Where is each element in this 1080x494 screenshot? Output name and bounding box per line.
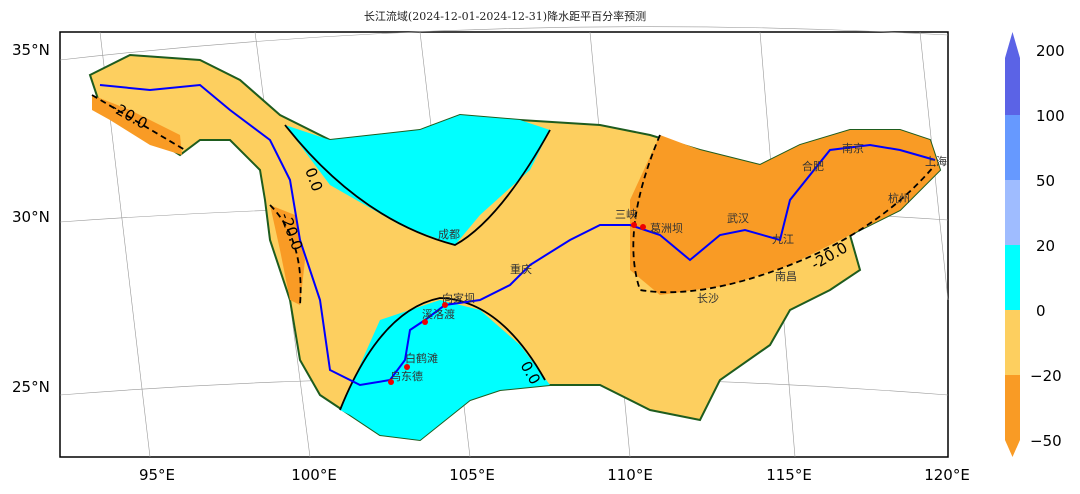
city-label: 南京 bbox=[842, 141, 864, 155]
colorbar: 200 100 50 20 0 −20 −50 bbox=[1005, 32, 1065, 457]
city-label: 白鹤滩 bbox=[405, 351, 438, 365]
lon-ticks: 95°E 100°E 105°E 110°E 115°E 120°E bbox=[139, 466, 970, 484]
lon-tick: 115°E bbox=[766, 466, 812, 484]
region-0-20-north bbox=[285, 115, 550, 245]
colorbar-tick: 0 bbox=[1036, 302, 1046, 320]
yangtze-river bbox=[99, 83, 936, 387]
region-0-20-south bbox=[340, 300, 550, 440]
colorbar-tick: 20 bbox=[1036, 237, 1055, 255]
lon-tick: 95°E bbox=[139, 466, 175, 484]
region-below-minus20-southwest bbox=[270, 205, 305, 305]
colorbar-segment bbox=[1005, 180, 1020, 245]
lat-tick: 35°N bbox=[12, 41, 50, 59]
city-label: 向家坝 bbox=[442, 291, 475, 305]
colorbar-tick: −20 bbox=[1030, 367, 1062, 385]
city-label: 乌东德 bbox=[390, 369, 423, 383]
city-label: 上海 bbox=[925, 154, 947, 168]
colorbar-tick: 50 bbox=[1036, 172, 1055, 190]
city-label: 三峡 bbox=[615, 207, 637, 221]
lon-tick: 110°E bbox=[607, 466, 653, 484]
region-below-minus20-west bbox=[92, 95, 182, 155]
colorbar-segment bbox=[1005, 375, 1020, 440]
dam-markers bbox=[388, 222, 646, 385]
lat-ticks: 35°N 30°N 25°N bbox=[12, 41, 50, 396]
city-label: 成都 bbox=[438, 228, 460, 241]
lat-tick: 30°N bbox=[12, 208, 50, 226]
lon-tick: 120°E bbox=[924, 466, 970, 484]
lon-tick: 105°E bbox=[449, 466, 495, 484]
city-label: 重庆 bbox=[510, 262, 532, 276]
city-label: 合肥 bbox=[802, 159, 824, 173]
region-below-minus20-east bbox=[630, 130, 940, 295]
colorbar-extend-top bbox=[1005, 32, 1020, 58]
colorbar-tick: −50 bbox=[1030, 432, 1062, 450]
city-label: 九江 bbox=[772, 233, 794, 246]
map-title: 长江流域(2024-12-01-2024-12-31)降水距平百分率预测 bbox=[363, 10, 647, 23]
city-label: 武汉 bbox=[727, 212, 749, 225]
lon-tick: 100°E bbox=[291, 466, 337, 484]
lat-tick: 25°N bbox=[12, 378, 50, 396]
city-label: 溪洛渡 bbox=[422, 307, 455, 321]
colorbar-extend-bottom bbox=[1005, 440, 1020, 457]
city-label: 杭州 bbox=[888, 191, 910, 205]
colorbar-segment bbox=[1005, 58, 1020, 115]
colorbar-tick: 100 bbox=[1036, 107, 1065, 125]
colorbar-segment bbox=[1005, 245, 1020, 310]
city-label: 葛洲坝 bbox=[650, 221, 683, 235]
city-label: 南昌 bbox=[775, 270, 797, 283]
colorbar-segment bbox=[1005, 310, 1020, 375]
colorbar-segment bbox=[1005, 115, 1020, 180]
city-labels: 成都 重庆 向家坝 溪洛渡 白鹤滩 乌东德 三峡 葛洲坝 武汉 九江 南昌 长沙… bbox=[390, 141, 947, 383]
colorbar-tick: 200 bbox=[1036, 42, 1065, 60]
city-label: 长沙 bbox=[697, 292, 719, 305]
